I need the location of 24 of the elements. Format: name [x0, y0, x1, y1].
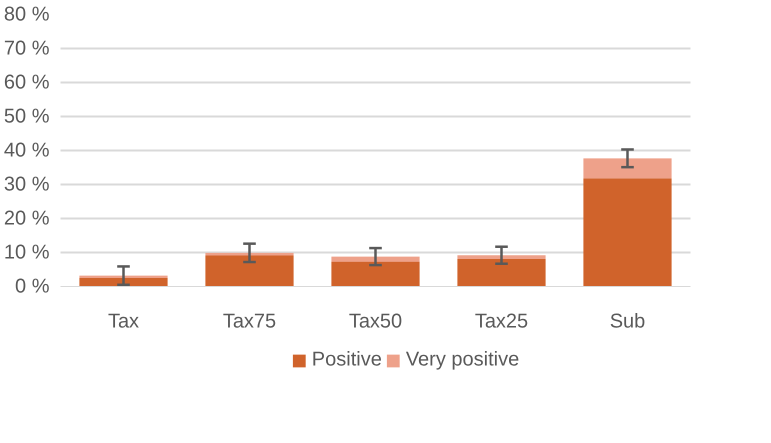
- x-tick-label: Tax25: [474, 310, 528, 332]
- legend-label: Positive: [312, 348, 382, 372]
- x-tick-label: Tax75: [222, 310, 276, 332]
- bar: [331, 256, 420, 262]
- y-tick-label: 50 %: [4, 106, 50, 128]
- y-tick-label: 10 %: [4, 242, 50, 264]
- bar: [331, 262, 420, 286]
- x-tick-label: Tax50: [348, 310, 402, 332]
- y-tick-label: 80 %: [4, 4, 50, 26]
- bar: [79, 278, 168, 286]
- x-tick-label: Sub: [610, 310, 646, 332]
- y-tick-label: 40 %: [4, 140, 50, 162]
- y-tick-label: 20 %: [4, 208, 50, 230]
- y-tick-label: 70 %: [4, 38, 50, 60]
- bar: [583, 178, 672, 286]
- x-tick-label: Tax: [108, 310, 140, 332]
- bar: [583, 158, 672, 178]
- bar: [457, 258, 546, 286]
- bar: [205, 256, 294, 286]
- y-tick-label: 30 %: [4, 174, 50, 196]
- y-tick-label: 0 %: [15, 276, 50, 298]
- legend-label: Very positive: [406, 348, 520, 372]
- y-tick-label: 60 %: [4, 72, 50, 94]
- bar: [457, 255, 546, 259]
